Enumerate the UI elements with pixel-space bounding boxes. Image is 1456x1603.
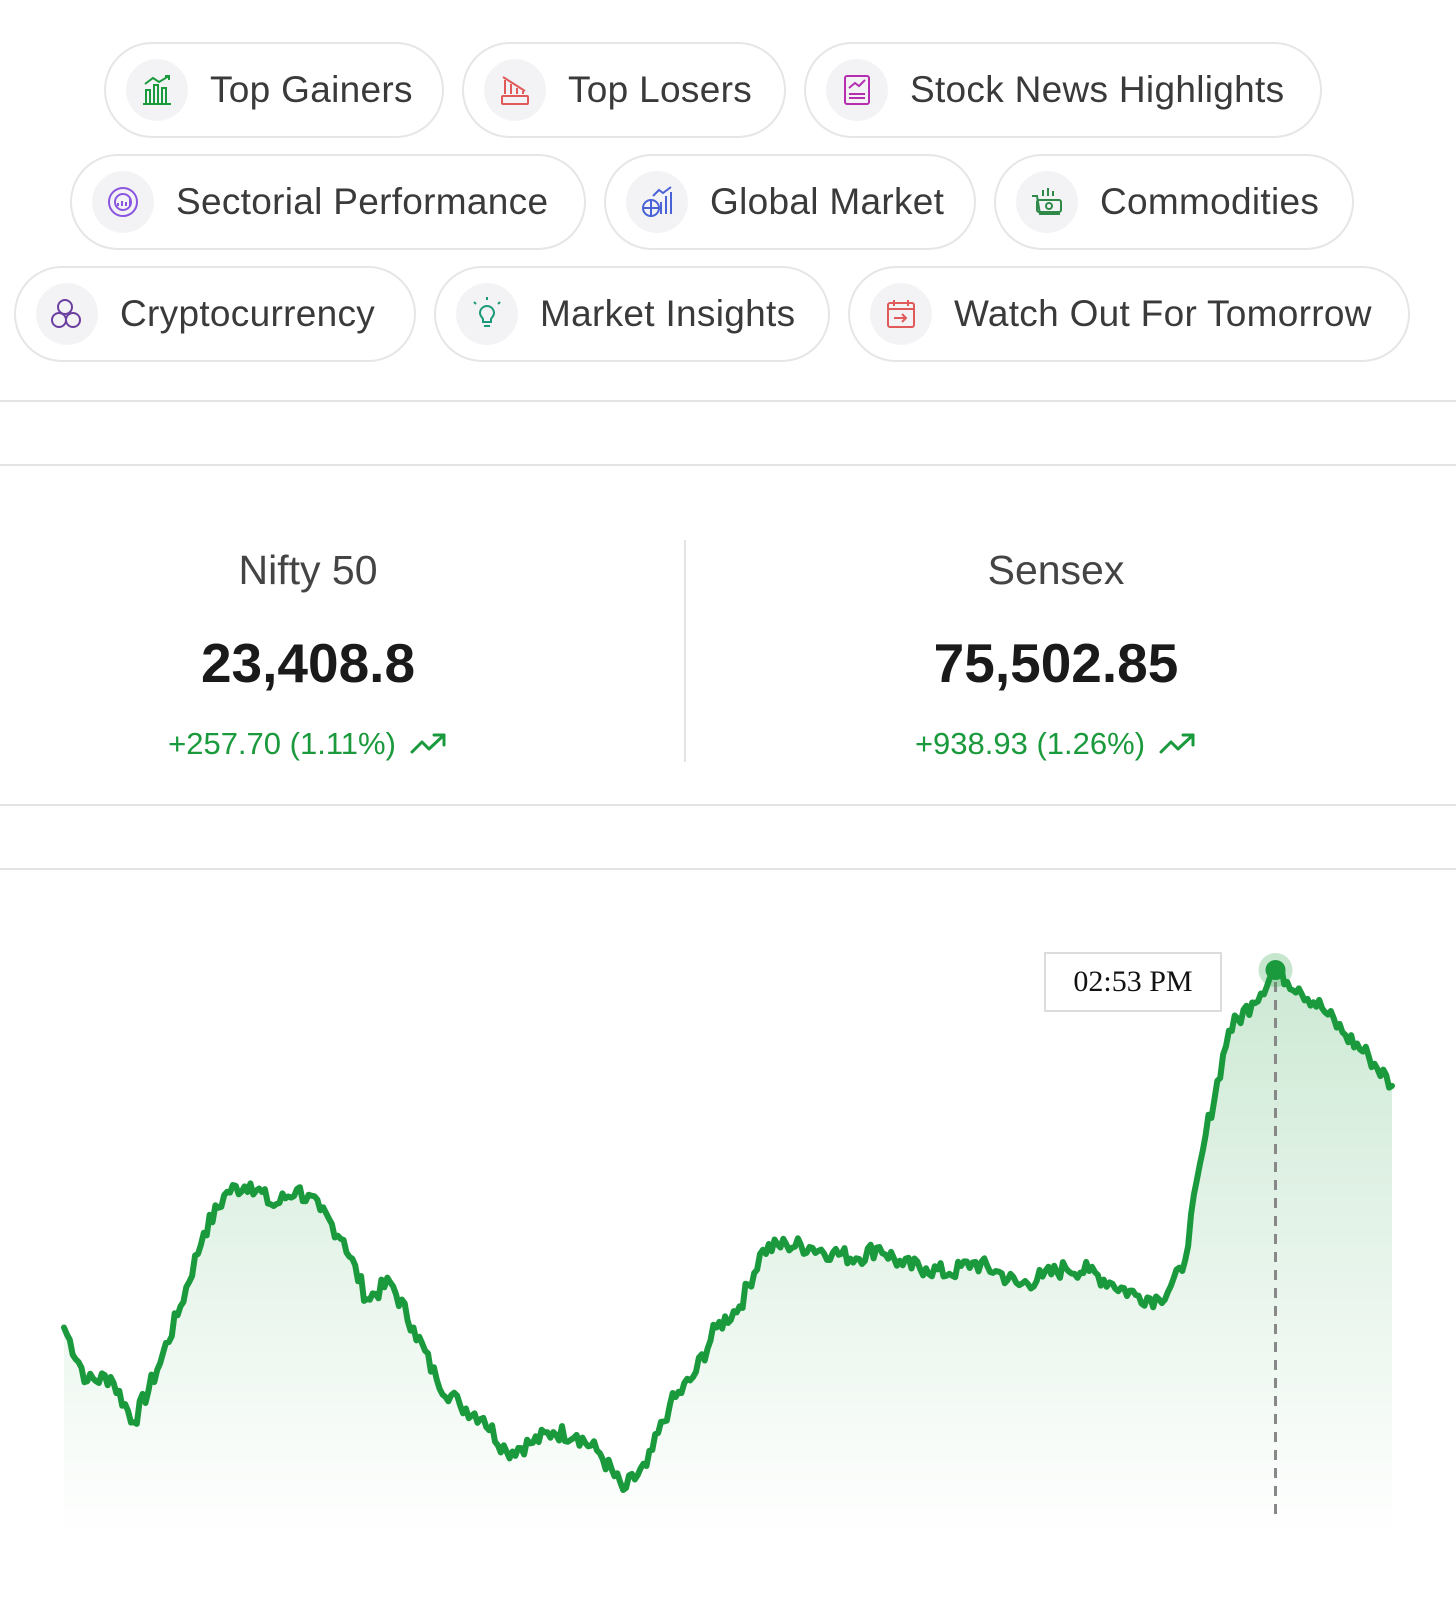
chart-tooltip: 02:53 PM <box>1044 952 1222 1012</box>
pill-label: Market Insights <box>540 293 796 334</box>
category-row-2: Sectorial Performance Global Market Comm… <box>0 154 1456 252</box>
watch-out-for-tomorrow-pill[interactable]: Watch Out For Tomorrow <box>848 266 1410 362</box>
index-name: Sensex <box>987 547 1125 593</box>
pill-label: Watch Out For Tomorrow <box>954 293 1372 334</box>
top-losers-pill[interactable]: Top Losers <box>462 42 786 138</box>
trending-up-icon <box>1159 733 1195 754</box>
pill-label: Cryptocurrency <box>120 293 376 334</box>
nifty-50-card[interactable]: Nifty 50 23,408.8 +257.70 (1.11%) <box>0 540 672 764</box>
index-value: 75,502.85 <box>933 632 1179 694</box>
index-divider <box>684 540 686 762</box>
bar-chart-up-icon <box>126 59 188 121</box>
pill-label: Sectorial Performance <box>176 181 549 222</box>
news-report-icon <box>826 59 888 121</box>
divider <box>0 804 1456 806</box>
loss-chart-icon <box>484 59 546 121</box>
index-change: +257.70 (1.11%) <box>0 724 672 764</box>
pill-label: Top Gainers <box>210 69 413 110</box>
sectorial-performance-pill[interactable]: Sectorial Performance <box>70 154 586 250</box>
chart-area-fill <box>64 966 1392 1535</box>
change-text: +938.93 (1.26%) <box>914 726 1146 761</box>
top-gainers-pill[interactable]: Top Gainers <box>104 42 444 138</box>
globe-chart-icon <box>626 171 688 233</box>
calendar-arrow-icon <box>870 283 932 345</box>
chart-line <box>61 963 1395 1493</box>
chart-hover-point[interactable] <box>1265 960 1286 980</box>
lightbulb-chart-icon <box>456 283 518 345</box>
divider <box>0 868 1456 870</box>
commodities-pill[interactable]: Commodities <box>994 154 1354 250</box>
intraday-chart[interactable] <box>0 890 1456 1603</box>
pie-target-icon <box>92 171 154 233</box>
category-row-3: Cryptocurrency Market Insights Watch Out… <box>0 266 1456 364</box>
index-change: +938.93 (1.26%) <box>692 724 1420 764</box>
sensex-card[interactable]: Sensex 75,502.85 +938.93 (1.26%) <box>692 540 1420 764</box>
divider <box>0 400 1456 402</box>
index-value: 23,408.8 <box>200 632 416 694</box>
market-insights-pill[interactable]: Market Insights <box>434 266 830 362</box>
index-name: Nifty 50 <box>238 547 378 593</box>
pill-label: Top Losers <box>568 69 752 110</box>
trending-up-icon <box>410 733 446 754</box>
pill-label: Commodities <box>1100 181 1320 222</box>
stock-news-highlights-pill[interactable]: Stock News Highlights <box>804 42 1322 138</box>
cryptocurrency-pill[interactable]: Cryptocurrency <box>14 266 416 362</box>
money-cart-icon <box>1016 171 1078 233</box>
category-row-1: Top Gainers Top Losers Stock News Highli… <box>0 42 1456 140</box>
tooltip-time: 02:53 PM <box>1073 965 1193 998</box>
divider <box>0 464 1456 466</box>
change-text: +257.70 (1.11%) <box>168 726 396 761</box>
global-market-pill[interactable]: Global Market <box>604 154 976 250</box>
pill-label: Stock News Highlights <box>910 69 1285 110</box>
pill-label: Global Market <box>710 181 945 222</box>
crypto-coins-icon <box>36 283 98 345</box>
